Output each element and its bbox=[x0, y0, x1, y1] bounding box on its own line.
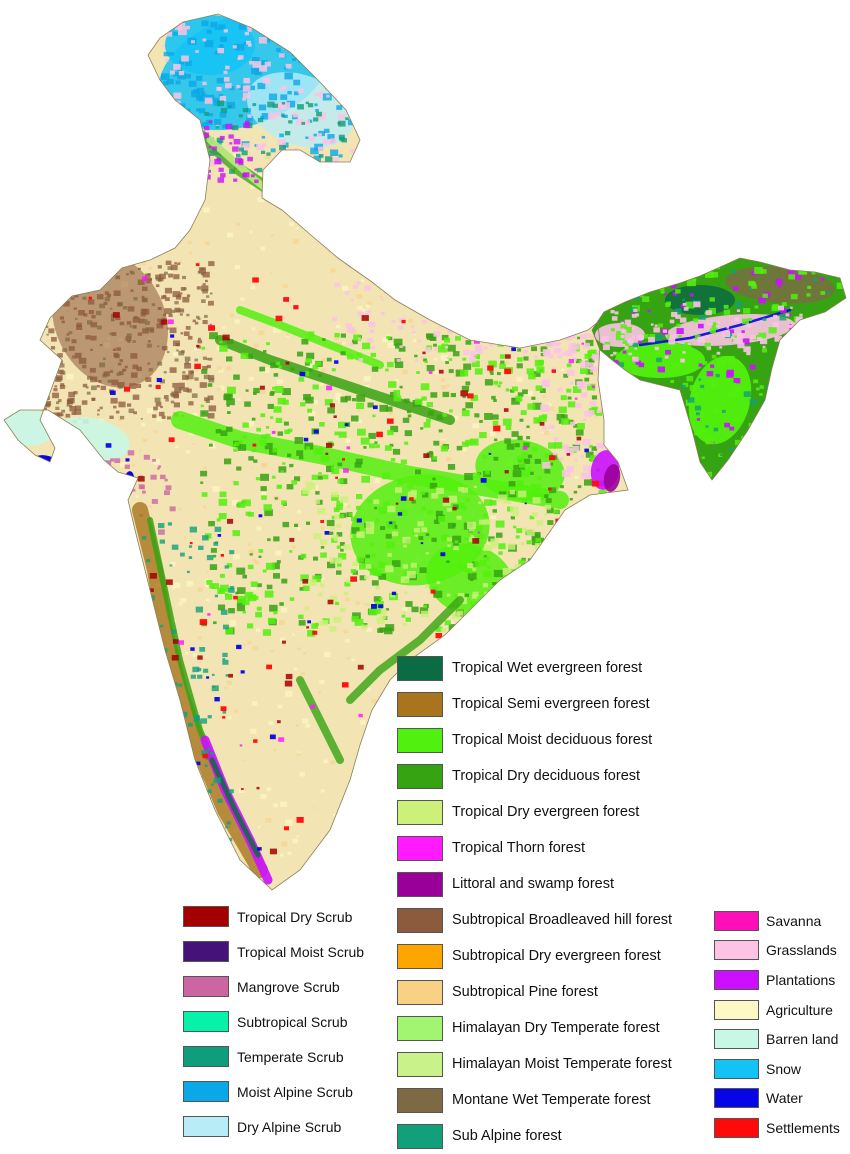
legend-label: Tropical Semi evergreen forest bbox=[452, 696, 650, 712]
legend-label: Subtropical Broadleaved hill forest bbox=[452, 912, 673, 928]
legend-label: Savanna bbox=[766, 912, 822, 929]
legend-label: Dry Alpine Scrub bbox=[237, 1118, 342, 1135]
legend-label: Subtropical Scrub bbox=[237, 1013, 348, 1030]
legend-label: Tropical Dry Scrub bbox=[237, 908, 353, 925]
legend-item-littoral-and-swamp-forest: Littoral and swamp forest bbox=[397, 866, 672, 902]
legend-label: Tropical Wet evergreen forest bbox=[452, 660, 643, 676]
legend-label: Temperate Scrub bbox=[237, 1048, 344, 1065]
legend-swatch bbox=[183, 976, 229, 997]
legend-item-settlements: Settlements bbox=[714, 1113, 840, 1143]
legend-item-himalayan-dry-temperate-forest: Himalayan Dry Temperate forest bbox=[397, 1010, 672, 1046]
legend-item-montane-wet-temperate-forest: Montane Wet Temperate forest bbox=[397, 1082, 672, 1118]
legend-item-tropical-dry-evergreen-forest: Tropical Dry evergreen forest bbox=[397, 794, 672, 830]
legend-swatch bbox=[714, 1029, 759, 1050]
legend-item-savanna: Savanna bbox=[714, 906, 840, 936]
legend-item-tropical-moist-deciduous-forest: Tropical Moist deciduous forest bbox=[397, 722, 672, 758]
legend-swatch bbox=[397, 1015, 443, 1041]
legend-item-subtropical-scrub: Subtropical Scrub bbox=[183, 1004, 364, 1039]
legend-item-grasslands: Grasslands bbox=[714, 936, 840, 966]
legend-item-water: Water bbox=[714, 1084, 840, 1114]
legend-label: Subtropical Pine forest bbox=[452, 984, 598, 1000]
legend-label: Tropical Moist Scrub bbox=[237, 943, 365, 960]
legend-item-mangrove-scrub: Mangrove Scrub bbox=[183, 969, 364, 1004]
legend-swatch bbox=[397, 871, 443, 897]
legend-item-dry-alpine-scrub: Dry Alpine Scrub bbox=[183, 1109, 364, 1144]
legend-label: Agriculture bbox=[766, 1001, 833, 1018]
legend-item-moist-alpine-scrub: Moist Alpine Scrub bbox=[183, 1074, 364, 1109]
legend-item-tropical-dry-deciduous-forest: Tropical Dry deciduous forest bbox=[397, 758, 672, 794]
legend-label: Snow bbox=[766, 1060, 802, 1077]
legend-label: Moist Alpine Scrub bbox=[237, 1083, 353, 1100]
legend-swatch bbox=[714, 1117, 759, 1138]
legend-label: Settlements bbox=[766, 1119, 840, 1136]
mainland-outline bbox=[3, 13, 629, 891]
legend-swatch bbox=[397, 655, 443, 681]
legend-swatch bbox=[397, 1087, 443, 1113]
legend-label: Himalayan Dry Temperate forest bbox=[452, 1020, 660, 1036]
legend-item-agriculture: Agriculture bbox=[714, 995, 840, 1025]
legend-swatch bbox=[714, 1088, 759, 1109]
legend-item-tropical-semi-evergreen-forest: Tropical Semi evergreen forest bbox=[397, 686, 672, 722]
legend-label: Littoral and swamp forest bbox=[452, 876, 614, 892]
legend-label: Barren land bbox=[766, 1031, 839, 1048]
legend-item-temperate-scrub: Temperate Scrub bbox=[183, 1039, 364, 1074]
legend-label: Himalayan Moist Temperate forest bbox=[452, 1056, 672, 1072]
legend-swatch bbox=[714, 1058, 759, 1079]
legend-label: Water bbox=[766, 1090, 803, 1107]
legend-swatch bbox=[714, 999, 759, 1020]
legend-item-tropical-dry-scrub: Tropical Dry Scrub bbox=[183, 899, 364, 934]
legend-label: Tropical Dry evergreen forest bbox=[452, 804, 640, 820]
legend-swatch bbox=[183, 941, 229, 962]
legend-swatch bbox=[397, 907, 443, 933]
legend-swatch bbox=[183, 1046, 229, 1067]
legend-swatch bbox=[397, 1123, 443, 1149]
legend-swatch bbox=[397, 799, 443, 825]
legend-swatch bbox=[714, 940, 759, 961]
legend-item-subtropical-dry-evergreen-forest: Subtropical Dry evergreen forest bbox=[397, 938, 672, 974]
legend-item-subtropical-broadleaved-hill-forest: Subtropical Broadleaved hill forest bbox=[397, 902, 672, 938]
legend-label: Mangrove Scrub bbox=[237, 978, 340, 995]
legend-scrub-types: Tropical Dry Scrub Tropical Moist Scrub Ma… bbox=[183, 899, 364, 1144]
legend-label: Montane Wet Temperate forest bbox=[452, 1092, 651, 1108]
legend-swatch bbox=[397, 943, 443, 969]
legend-swatch bbox=[397, 979, 443, 1005]
legend-swatch bbox=[183, 1116, 229, 1137]
legend-label: Tropical Thorn forest bbox=[452, 840, 585, 856]
northeast-region bbox=[592, 258, 846, 480]
legend-swatch bbox=[397, 1051, 443, 1077]
legend-swatch bbox=[714, 910, 759, 931]
legend-swatch bbox=[183, 906, 229, 927]
legend-swatch bbox=[397, 763, 443, 789]
legend-swatch bbox=[714, 969, 759, 990]
legend-item-barren-land: Barren land bbox=[714, 1024, 840, 1054]
legend-swatch bbox=[397, 727, 443, 753]
legend-swatch bbox=[397, 691, 443, 717]
legend-forest-types: Tropical Wet evergreen forest Tropical Se… bbox=[397, 650, 672, 1154]
legend-item-snow: Snow bbox=[714, 1054, 840, 1084]
northeast-outline bbox=[591, 257, 847, 481]
legend-item-tropical-thorn-forest: Tropical Thorn forest bbox=[397, 830, 672, 866]
legend-item-sub-alpine-forest: Sub Alpine forest bbox=[397, 1118, 672, 1154]
legend-label: Tropical Dry deciduous forest bbox=[452, 768, 641, 784]
legend-label: Sub Alpine forest bbox=[452, 1128, 562, 1144]
legend-item-tropical-moist-scrub: Tropical Moist Scrub bbox=[183, 934, 364, 969]
legend-land-cover: Savanna Grasslands Plantations Agriculture B… bbox=[714, 906, 840, 1143]
legend-label: Plantations bbox=[766, 971, 836, 988]
legend-item-himalayan-moist-temperate-forest: Himalayan Moist Temperate forest bbox=[397, 1046, 672, 1082]
legend-swatch bbox=[183, 1011, 229, 1032]
legend-item-plantations: Plantations bbox=[714, 965, 840, 995]
legend-item-tropical-wet-evergreen-forest: Tropical Wet evergreen forest bbox=[397, 650, 672, 686]
legend-label: Subtropical Dry evergreen forest bbox=[452, 948, 661, 964]
legend-swatch bbox=[183, 1081, 229, 1102]
legend-item-subtropical-pine-forest: Subtropical Pine forest bbox=[397, 974, 672, 1010]
legend-label: Tropical Moist deciduous forest bbox=[452, 732, 653, 748]
legend-swatch bbox=[397, 835, 443, 861]
legend-label: Grasslands bbox=[766, 942, 837, 959]
